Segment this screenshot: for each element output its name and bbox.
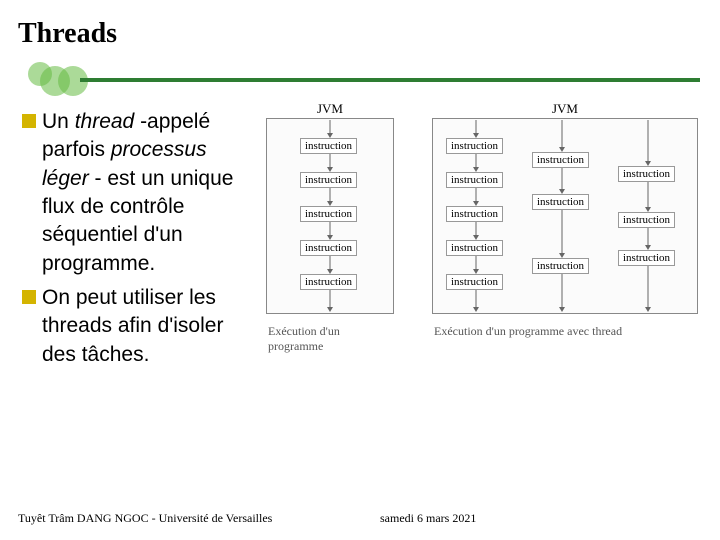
title-decoration: [18, 64, 700, 96]
bullet-text: On peut utiliser les threads afin d'isol…: [42, 284, 258, 369]
instruction-box: instruction: [532, 258, 589, 274]
list-item: Un thread -appelé parfois processus lége…: [22, 108, 258, 278]
diagram-caption-right: Exécution d'un programme avec thread: [434, 324, 674, 339]
horizontal-rule: [80, 78, 700, 82]
flow-arrow: [558, 274, 566, 312]
instruction-box: instruction: [618, 166, 675, 182]
instruction-box: instruction: [300, 172, 357, 188]
flow-arrow: [326, 120, 334, 138]
flow-arrow: [644, 120, 652, 166]
diagram-caption-left: Exécution d'un programme: [268, 324, 378, 354]
instruction-box: instruction: [446, 274, 503, 290]
instruction-box: instruction: [300, 274, 357, 290]
flow-arrow: [326, 290, 334, 312]
jvm-label: JVM: [267, 101, 393, 117]
instruction-box: instruction: [618, 212, 675, 228]
flow-arrow: [558, 120, 566, 152]
list-item: On peut utiliser les threads afin d'isol…: [22, 284, 258, 369]
instruction-box: instruction: [446, 206, 503, 222]
instruction-box: instruction: [446, 240, 503, 256]
flow-arrow: [472, 188, 480, 206]
jvm-label: JVM: [433, 101, 697, 117]
instruction-box: instruction: [618, 250, 675, 266]
bullet-icon: [22, 114, 36, 128]
slide-title: Threads: [18, 18, 117, 50]
bullet-list: Un thread -appelé parfois processus lége…: [22, 108, 258, 375]
instruction-box: instruction: [446, 138, 503, 154]
threads-diagram: JVM JVM Exécution d'un programme Exécuti…: [260, 102, 710, 402]
flow-arrow: [326, 256, 334, 274]
instruction-box: instruction: [532, 194, 589, 210]
flow-arrow: [326, 188, 334, 206]
flow-arrow: [472, 222, 480, 240]
flow-arrow: [644, 182, 652, 212]
instruction-box: instruction: [300, 206, 357, 222]
flow-arrow: [558, 168, 566, 194]
instruction-box: instruction: [446, 172, 503, 188]
instruction-box: instruction: [532, 152, 589, 168]
footer-date: samedi 6 mars 2021: [380, 511, 476, 526]
bullet-text: Un thread -appelé parfois processus lége…: [42, 108, 258, 278]
footer-author: Tuyêt Trâm DANG NGOC - Université de Ver…: [18, 511, 272, 526]
flow-arrow: [644, 228, 652, 250]
flow-arrow: [472, 120, 480, 138]
flow-arrow: [472, 290, 480, 312]
bullet-icon: [22, 290, 36, 304]
flow-arrow: [326, 222, 334, 240]
flow-arrow: [472, 154, 480, 172]
flow-arrow: [326, 154, 334, 172]
flow-arrow: [558, 210, 566, 258]
instruction-box: instruction: [300, 138, 357, 154]
instruction-box: instruction: [300, 240, 357, 256]
flow-arrow: [472, 256, 480, 274]
flow-arrow: [644, 266, 652, 312]
